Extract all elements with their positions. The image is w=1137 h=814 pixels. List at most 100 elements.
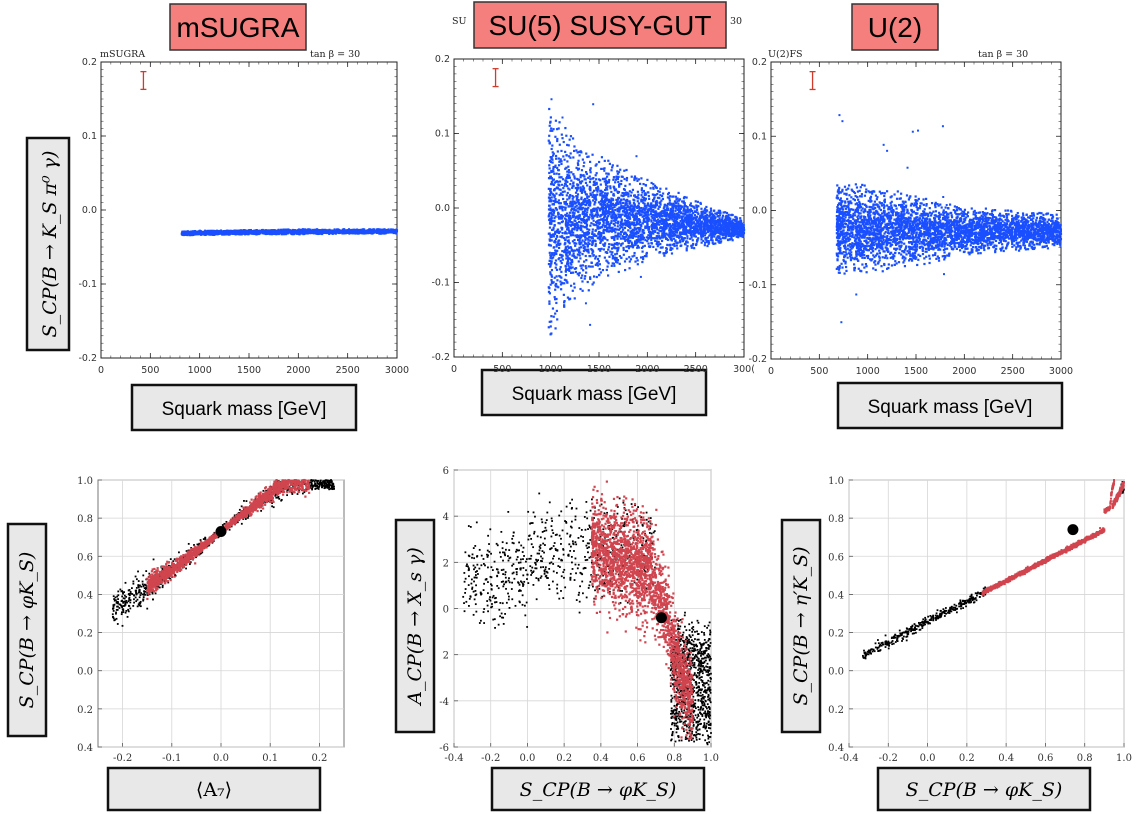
scatter-point <box>331 232 334 235</box>
scatter-point <box>383 228 386 231</box>
scatter-point <box>653 196 656 199</box>
scatter-point <box>556 235 559 238</box>
scatter-point <box>644 207 647 210</box>
scatter-point <box>277 232 280 236</box>
scatter-point <box>316 229 319 232</box>
scatter-point <box>655 222 658 226</box>
scatter-point <box>314 228 317 231</box>
x-tick-label: 1500 <box>237 365 261 376</box>
scatter-point <box>566 262 570 265</box>
scatter-point <box>721 236 725 239</box>
scatter-point <box>587 176 590 179</box>
scatter-point <box>566 198 569 201</box>
scatter-point <box>231 231 234 235</box>
scatter-point <box>612 176 615 179</box>
scatter-point <box>384 232 387 235</box>
scatter-point <box>550 262 553 265</box>
scatter-point <box>705 209 709 212</box>
scatter-point <box>557 199 560 202</box>
scatter-point <box>586 280 589 284</box>
scatter-point <box>637 202 641 205</box>
scatter-point <box>656 192 659 196</box>
scatter-point <box>560 149 563 153</box>
scatter-point <box>589 171 592 174</box>
scatter-point <box>562 293 565 296</box>
scatter-point <box>596 257 600 261</box>
scatter-point <box>634 260 637 263</box>
scatter-point <box>690 222 693 225</box>
scatter-point <box>318 229 321 232</box>
scatter-point <box>189 232 192 235</box>
top-xlabel-text: Squark mass [GeV] <box>512 384 677 405</box>
scatter-point <box>583 277 586 280</box>
scatter-point <box>670 207 673 211</box>
scatter-point <box>217 231 220 234</box>
scatter-point <box>690 246 693 249</box>
scatter-point <box>547 290 551 293</box>
scatter-point <box>658 196 661 200</box>
scatter-point <box>597 160 601 164</box>
scatter-point <box>614 213 617 216</box>
scatter-point <box>586 228 589 231</box>
scatter-point <box>584 207 587 210</box>
scatter-point <box>336 228 340 231</box>
scatter-point <box>383 229 386 233</box>
scatter-point <box>620 244 623 247</box>
scatter-point <box>263 231 266 235</box>
scatter-point <box>634 235 638 238</box>
scatter-point <box>579 186 582 189</box>
plot-panel: 0 500 1000 1500 2000 2500 3000-0.2-0.10.00.10.… <box>78 57 409 376</box>
scatter-point <box>601 209 605 212</box>
scatter-point <box>629 258 633 261</box>
scatter-point <box>617 175 620 178</box>
scatter-point <box>567 264 570 267</box>
scatter-point <box>621 201 625 205</box>
scatter-point <box>387 228 390 231</box>
scatter-point <box>579 176 582 179</box>
scatter-point <box>554 259 558 262</box>
scatter-point <box>302 232 305 235</box>
scatter-point <box>548 107 551 111</box>
scatter-point <box>204 230 207 233</box>
scatter-point <box>301 229 304 232</box>
scatter-point <box>685 247 688 250</box>
scatter-point <box>313 230 316 233</box>
scatter-point <box>636 197 639 200</box>
scatter-point <box>221 230 224 233</box>
bottom-xlabel-text: S_CP(B → φK_S) <box>520 779 677 801</box>
scatter-point <box>622 248 625 252</box>
scatter-point <box>363 228 366 231</box>
scatter-point <box>630 232 633 235</box>
scatter-point <box>381 229 384 232</box>
scatter-point <box>646 178 649 181</box>
scatter-point <box>589 224 592 227</box>
scatter-point <box>624 191 628 194</box>
scatter-point <box>203 233 206 236</box>
scatter-point <box>636 263 639 266</box>
scatter-point <box>548 167 551 170</box>
scatter-point <box>201 232 204 235</box>
scatter-point <box>290 231 293 234</box>
scatter-point <box>571 260 574 264</box>
scatter-point <box>596 193 599 196</box>
scatter-point <box>671 218 674 221</box>
scatter-point <box>379 232 383 235</box>
bottom-ylabel-text: S_CP(B → η′K_S) <box>790 546 812 705</box>
scatter-point <box>363 229 366 232</box>
scatter-point <box>341 229 345 233</box>
scatter-point <box>682 222 685 225</box>
x-tick-label: 2000 <box>635 364 659 375</box>
scatter-point <box>719 237 722 240</box>
scatter-point <box>609 185 612 188</box>
scatter-point <box>630 191 633 194</box>
scatter-point <box>557 217 561 220</box>
scatter-point <box>584 275 587 278</box>
scatter-point <box>222 232 225 235</box>
scatter-point <box>636 179 639 182</box>
scatter-point <box>393 229 396 232</box>
scatter-point <box>696 200 699 203</box>
scatter-point <box>679 219 682 223</box>
scatter-point <box>589 167 592 170</box>
scatter-point <box>191 230 194 233</box>
